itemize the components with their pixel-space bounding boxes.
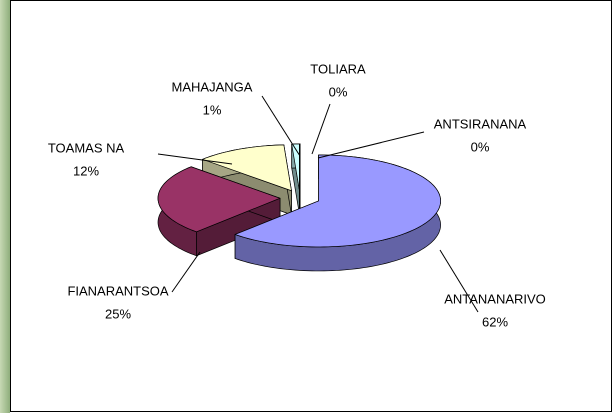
leader-line [317,131,425,159]
leader-line [171,251,201,293]
slice [202,144,292,192]
slice [291,143,300,191]
value-label: 1% [203,102,222,117]
value-label: 12% [73,163,99,178]
category-label: ANTANANARIVO [444,291,546,306]
pie [157,143,441,272]
value-label: 25% [105,306,131,321]
leader-line [157,153,233,165]
labels: ANTANANARIVO 62% FIANARANTSOA 25% TOAMAS NA 1… [48,61,546,329]
slice [234,154,441,248]
category-label: TOAMAS NA [48,140,125,155]
value-label: 62% [482,314,508,329]
leader-line [311,103,331,155]
category-label: ANTSIRANANA [434,116,527,131]
leader-line [439,249,479,313]
category-label: FIANARANTSOA [67,283,168,298]
category-label: TOLIARA [310,61,366,76]
slice [157,166,281,233]
slide-background [0,0,10,413]
value-label: 0% [471,139,490,154]
value-label: 0% [329,84,348,99]
category-label: MAHAJANGA [172,79,253,94]
leader-line [261,95,301,157]
